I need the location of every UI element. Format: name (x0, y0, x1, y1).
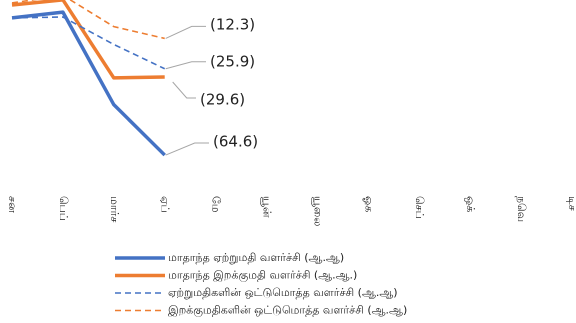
data-label: (64.6) (213, 133, 258, 151)
annotation-leader (165, 142, 209, 156)
legend-label: ஏற்றுமதிகளின் ஒட்டுமொத்த வளர்ச்சி (ஆ.ஆ) (168, 286, 398, 299)
data-label: (25.9) (210, 53, 255, 71)
series-line (11, 0, 165, 80)
x-tick-label: நவெ (515, 196, 528, 222)
annotation-leader (165, 61, 206, 70)
x-tick-label: சன (6, 196, 19, 213)
annotation-leader (165, 25, 206, 39)
x-tick-label: யூன் (261, 196, 274, 218)
series-line (11, 16, 166, 70)
data-label: (12.3) (210, 16, 255, 34)
x-tick-label: மார்ச (108, 196, 121, 222)
data-label: (29.6) (200, 91, 245, 109)
x-tick-label: ஒக் (464, 196, 477, 212)
legend-label: இறக்குமதிகளின் ஒட்டுமொத்த வளர்ச்சி (ஆ.ஆ) (168, 304, 407, 319)
annotation-leader (172, 81, 196, 99)
x-tick-label: டிச (566, 196, 576, 211)
x-tick-label: ஏப் (159, 196, 172, 213)
x-tick-label: மே (210, 196, 223, 213)
x-tick-label: ஓக (362, 196, 375, 212)
x-tick-label: செப் (413, 196, 426, 219)
x-tick-label: யூலை (311, 196, 324, 226)
legend-label: மாதாந்த இறக்குமதி வளர்ச்சி (ஆ.ஆ.) (168, 269, 357, 284)
series-line (11, 10, 166, 157)
x-tick-label: பெப் (57, 196, 70, 221)
legend-label: மாதாந்த ஏற்றுமதி வளர்ச்சி (ஆ.ஆ) (168, 251, 344, 264)
series-line (11, 0, 165, 40)
